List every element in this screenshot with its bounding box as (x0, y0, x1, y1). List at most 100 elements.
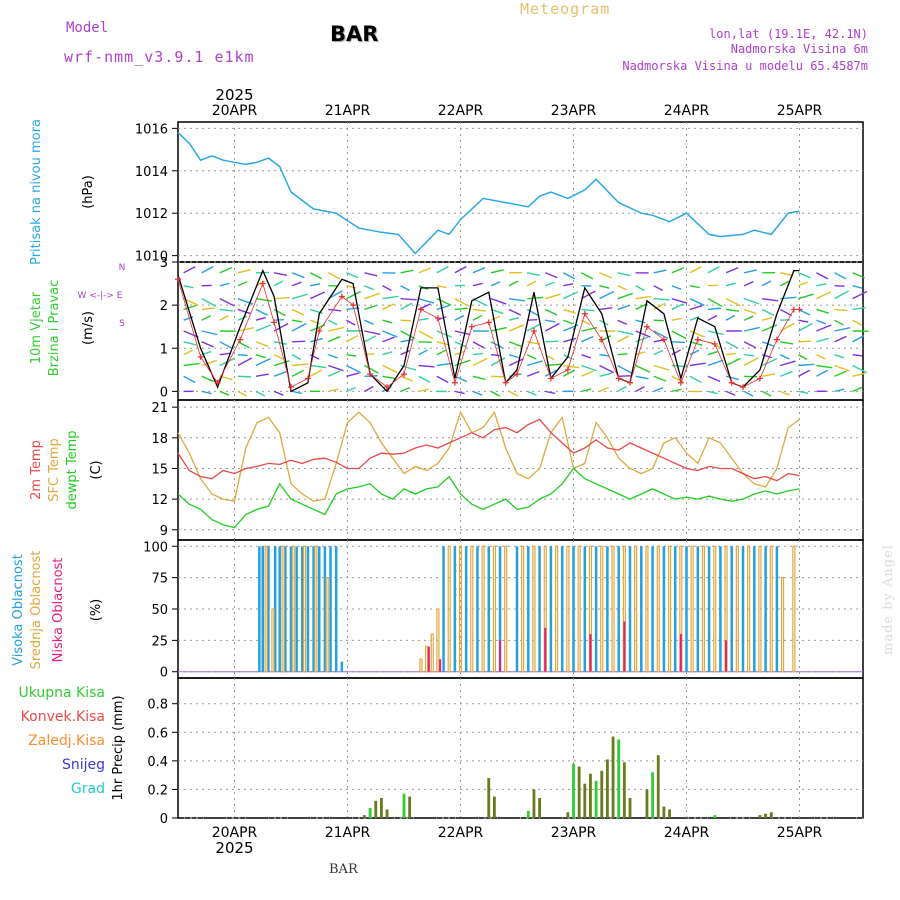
temperature-panel-frame (177, 399, 864, 541)
wind-direction-arrow (309, 272, 323, 280)
wind-direction-arrow (852, 386, 863, 393)
precip-bar (617, 739, 621, 818)
cloud-high-bar (340, 661, 344, 672)
cloud-mid-bar (566, 545, 570, 673)
wind-direction-arrow (274, 296, 291, 300)
cloud-high-bar (527, 546, 530, 672)
wind-direction-arrow (472, 267, 486, 274)
wind-direction-arrow (346, 290, 361, 300)
wind-direction-arrow (436, 285, 447, 289)
wind-direction-arrow (834, 354, 845, 359)
pressure-line (177, 132, 800, 255)
pressure-ytick-label-3: 1016 (135, 122, 168, 137)
wind-direction-arrow (291, 390, 303, 395)
wind-direction-arrow (255, 316, 266, 321)
wind-direction-arrow (671, 388, 682, 393)
cloud-high-bar (764, 546, 767, 672)
wind-direction-arrow (201, 266, 214, 274)
wind-direction-arrow (255, 354, 266, 359)
wind-direction-arrow (328, 388, 339, 393)
cloud-mid-bar (656, 545, 660, 673)
wind-direction-arrow (346, 372, 360, 377)
wind-direction-arrow (852, 272, 865, 279)
wind-compass-n: N (119, 263, 126, 273)
wind-direction-arrow (201, 298, 217, 307)
wind-direction-arrow (689, 362, 706, 367)
wind-direction-arrow (183, 304, 197, 311)
wind-direction-arrow (526, 354, 537, 360)
wind-direction-arrow (689, 349, 700, 356)
wind-direction-arrow (852, 354, 863, 357)
wind-direction-arrow (725, 352, 737, 356)
cloud-high-bar (464, 546, 468, 672)
wind-direction-arrow (743, 281, 754, 287)
wind-direction-arrow (762, 297, 779, 302)
precip-ytick-label-3: 0.6 (147, 726, 168, 741)
precip-bar (566, 812, 570, 818)
wind-direction-arrow (617, 285, 628, 291)
wind-direction-arrow (653, 302, 666, 311)
cloud-mid-bar (747, 545, 751, 673)
wind-direction-arrow (454, 298, 470, 307)
wind-direction-arrow (201, 390, 212, 395)
wind-direction-arrow (490, 357, 506, 367)
wind-direction-arrow (563, 283, 574, 287)
wind-direction-arrow (707, 350, 718, 356)
wind-direction-arrow (689, 266, 702, 274)
wind-direction-arrow (581, 272, 594, 280)
wind-direction-arrow (201, 315, 211, 321)
wind-direction-arrow (653, 349, 664, 356)
cloud-high-bar (312, 546, 315, 672)
wind-ytick-label-1: 1 (160, 342, 168, 357)
wind-direction-arrow (274, 318, 285, 321)
wind-direction-arrow (418, 364, 435, 368)
wind-direction-arrow (689, 285, 700, 289)
wind-direction-arrow (725, 298, 741, 307)
cloud-mid-bar (690, 545, 694, 673)
cloud-mid-bar (271, 608, 275, 673)
cloud-mid-bar (302, 545, 307, 673)
time-tick-bottom-3: 23APR (551, 825, 597, 841)
wind-direction-arrow (454, 266, 467, 274)
cloud-high-bar (267, 546, 270, 672)
cloud-mid-bar (481, 545, 485, 673)
wind-direction-arrow (707, 298, 723, 307)
time-tick-top-5: 25APR (777, 103, 823, 119)
wind-direction-arrow (364, 319, 374, 325)
wind-direction-arrow (725, 390, 736, 396)
wind-direction-arrow (364, 304, 378, 311)
cloud-ytick-label-4: 100 (143, 540, 168, 555)
wind-direction-arrow (382, 336, 395, 343)
cloud-high-bar (306, 546, 310, 672)
cloud-high-bar (560, 546, 564, 672)
time-tick-bottom-1: 21APR (325, 825, 371, 841)
wind-direction-arrow (653, 269, 667, 274)
wind-direction-arrow (219, 390, 230, 396)
wind-direction-arrow (183, 285, 194, 289)
wind-direction-arrow (237, 357, 253, 367)
wind-gust-marker (175, 276, 181, 283)
wind-direction-arrow (725, 308, 740, 312)
precip-bar (662, 806, 666, 818)
wind-direction-arrow (743, 308, 757, 315)
cloud-ytick-label-3: 75 (151, 572, 168, 587)
wind-direction-arrow (671, 297, 688, 304)
wind-direction-arrow (780, 390, 790, 396)
precip-bar (402, 793, 406, 818)
wind-direction-arrow (183, 375, 196, 384)
wind-direction-arrow (201, 359, 218, 367)
wind-direction-arrow (743, 297, 760, 305)
wind-direction-arrow (834, 272, 847, 280)
cloud-mid-bar (667, 545, 672, 673)
wind-ylabel-1: 10m Vjetar (29, 291, 44, 364)
wind-direction-arrow (544, 272, 558, 279)
wind-direction-arrow (364, 375, 378, 377)
wind-direction-arrow (291, 272, 305, 279)
chart-title: Meteogram (520, 0, 611, 18)
wind-direction-arrow (635, 375, 649, 380)
cloud-ytick-label-2: 50 (151, 603, 168, 618)
wind-direction-arrow (725, 314, 736, 321)
wind-direction-arrow (689, 316, 700, 321)
wind-direction-arrow (725, 357, 741, 367)
wind-direction-arrow (617, 319, 627, 325)
